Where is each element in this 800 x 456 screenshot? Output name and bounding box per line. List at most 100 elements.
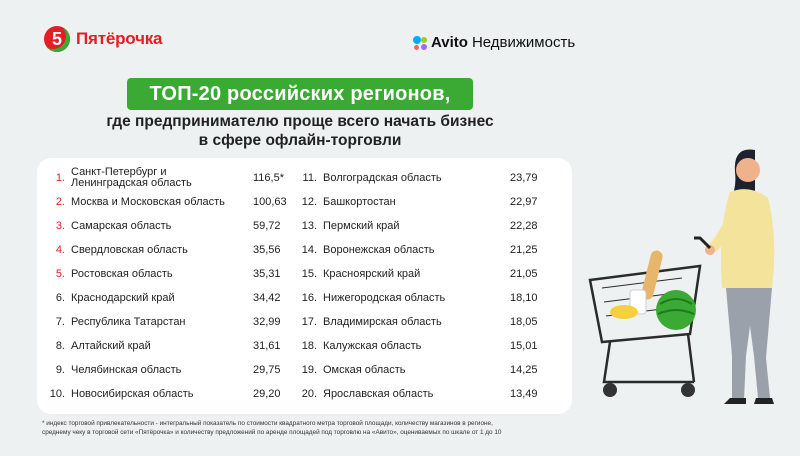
list-item: 11. Волгоградская область bbox=[301, 168, 442, 188]
region-name: Владимирская область bbox=[323, 315, 442, 328]
region-name: Ярославская область bbox=[323, 387, 434, 400]
list-item: 9. Челябинская область bbox=[49, 360, 182, 380]
list-item: 8. Алтайский край bbox=[49, 336, 151, 356]
region-name: Москва и Московская область bbox=[71, 195, 225, 208]
region-name: Волгоградская область bbox=[323, 171, 442, 184]
ranking-card: 1. Санкт-Петербург и Ленинградская облас… bbox=[37, 158, 572, 414]
list-item: 17. Владимирская область bbox=[301, 312, 442, 332]
list-item: 5. Ростовская область bbox=[49, 264, 173, 284]
index-value: 32,99 bbox=[253, 316, 281, 328]
cart-handle bbox=[694, 236, 712, 250]
index-value: 18,10 bbox=[510, 292, 538, 304]
region-name: Воронежская область bbox=[323, 243, 435, 256]
cart-wheel bbox=[603, 383, 617, 397]
region-name: Республика Татарстан bbox=[71, 315, 186, 328]
list-item: 3. Самарская область bbox=[49, 216, 172, 236]
watermelon-stripes bbox=[657, 298, 695, 315]
list-item: 7. Республика Татарстан bbox=[49, 312, 186, 332]
index-value: 15,01 bbox=[510, 340, 538, 352]
list-item: 13. Пермский край bbox=[301, 216, 400, 236]
list-item: 10. Новосибирская область bbox=[49, 384, 194, 404]
list-item: 16. Нижегородская область bbox=[301, 288, 446, 308]
rank-number: 5. bbox=[55, 268, 65, 280]
rank-number: 2. bbox=[55, 196, 65, 208]
rank-number: 20. bbox=[301, 388, 317, 400]
pyaterochka-logo-icon: 5 bbox=[44, 26, 70, 52]
region-name: Санкт-Петербург и Ленинградская область bbox=[71, 166, 192, 189]
subtitle-line-2: в сфере офлайн-торговли bbox=[198, 132, 402, 149]
woman-head bbox=[736, 158, 760, 182]
footnote: * индекс торговой привлекательности - ин… bbox=[42, 419, 622, 437]
subtitle: где предпринимателю проще всего начать б… bbox=[80, 112, 520, 150]
list-item: 4. Свердловская область bbox=[49, 240, 188, 260]
rank-number: 18. bbox=[301, 340, 317, 352]
rank-number: 9. bbox=[55, 364, 65, 376]
index-value: 29,75 bbox=[253, 364, 281, 376]
index-value: 22,97 bbox=[510, 196, 538, 208]
avito-brand-text: Avito bbox=[431, 34, 468, 51]
rank-number: 12. bbox=[301, 196, 317, 208]
avito-suffix-text: Недвижимость bbox=[471, 34, 576, 51]
list-item: 19. Омская область bbox=[301, 360, 406, 380]
rank-number: 8. bbox=[55, 340, 65, 352]
region-name: Башкортостан bbox=[323, 195, 396, 208]
rank-number: 19. bbox=[301, 364, 317, 376]
woman-arm bbox=[708, 206, 740, 252]
list-item: 1. Санкт-Петербург и Ленинградская облас… bbox=[49, 166, 221, 189]
index-value: 29,20 bbox=[253, 388, 281, 400]
region-name: Красноярский край bbox=[323, 267, 421, 280]
cart-basket bbox=[588, 264, 702, 344]
footnote-line-1: * индекс торговой привлекательности - ин… bbox=[42, 420, 493, 427]
region-name: Калужская область bbox=[323, 339, 422, 352]
footnote-line-2: среднему чеку в торговой сети «Пятёрочка… bbox=[42, 429, 502, 436]
rank-number: 6. bbox=[55, 292, 65, 304]
pyaterochka-logo: 5 Пятёрочка bbox=[44, 26, 162, 52]
subtitle-line-1: где предпринимателю проще всего начать б… bbox=[106, 113, 494, 130]
rank-number: 1. bbox=[55, 172, 65, 184]
region-name: Нижегородская область bbox=[323, 291, 446, 304]
index-value: 34,42 bbox=[253, 292, 281, 304]
title-banner: ТОП-20 российских регионов, bbox=[127, 78, 473, 110]
index-value: 100,63 bbox=[253, 196, 287, 208]
index-value: 22,28 bbox=[510, 220, 538, 232]
rank-number: 14. bbox=[301, 244, 317, 256]
rank-number: 4. bbox=[55, 244, 65, 256]
region-name: Краснодарский край bbox=[71, 291, 175, 304]
woman-sweater bbox=[721, 189, 775, 288]
woman-trousers bbox=[726, 288, 772, 400]
index-value: 21,05 bbox=[510, 268, 538, 280]
list-item: 15. Красноярский край bbox=[301, 264, 421, 284]
index-value: 13,49 bbox=[510, 388, 538, 400]
avito-dots-icon bbox=[413, 35, 427, 50]
rank-number: 16. bbox=[301, 292, 317, 304]
region-name: Ростовская область bbox=[71, 267, 173, 280]
region-name: Пермский край bbox=[323, 219, 400, 232]
region-name: Челябинская область bbox=[71, 363, 182, 376]
region-name: Алтайский край bbox=[71, 339, 151, 352]
index-value: 31,61 bbox=[253, 340, 281, 352]
rank-number: 15. bbox=[301, 268, 317, 280]
rank-number: 7. bbox=[55, 316, 65, 328]
region-name: Самарская область bbox=[71, 219, 172, 232]
cart-wheel bbox=[681, 383, 695, 397]
list-item: 20. Ярославская область bbox=[301, 384, 434, 404]
rank-number: 3. bbox=[55, 220, 65, 232]
cheese bbox=[610, 305, 638, 319]
woman-shoes bbox=[724, 398, 774, 404]
woman-with-shopping-cart-illustration bbox=[588, 149, 775, 404]
list-item: 12. Башкортостан bbox=[301, 192, 396, 212]
cart-frame bbox=[602, 333, 696, 384]
index-value: 23,79 bbox=[510, 172, 538, 184]
rank-number: 13. bbox=[301, 220, 317, 232]
index-value: 35,56 bbox=[253, 244, 281, 256]
list-item: 2. Москва и Московская область bbox=[49, 192, 225, 212]
index-value: 35,31 bbox=[253, 268, 281, 280]
list-item: 18. Калужская область bbox=[301, 336, 422, 356]
region-name: Новосибирская область bbox=[71, 387, 194, 400]
index-value: 18,05 bbox=[510, 316, 538, 328]
index-value: 59,72 bbox=[253, 220, 281, 232]
list-item: 6. Краснодарский край bbox=[49, 288, 175, 308]
index-value: 14,25 bbox=[510, 364, 538, 376]
index-value: 21,25 bbox=[510, 244, 538, 256]
region-name: Свердловская область bbox=[71, 243, 188, 256]
